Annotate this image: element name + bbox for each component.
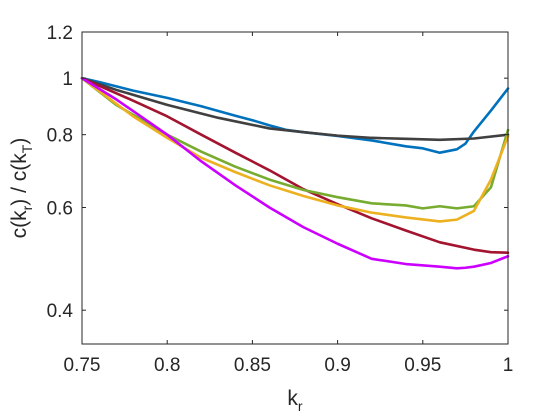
- series-line-3: [80, 76, 510, 254]
- y-tick-label-5: 1.2: [47, 23, 73, 44]
- x-tick-label-2: 0.8: [154, 355, 180, 376]
- y-axis-title: c(kr) / c(kT): [8, 138, 35, 239]
- y-tick-label-2: 0.6: [47, 199, 73, 220]
- x-tick-label-5: 0.95: [404, 355, 441, 376]
- x-axis-title: kr: [287, 387, 303, 414]
- x-tick-label-6: 1: [503, 355, 514, 376]
- series-layer: [80, 76, 510, 270]
- y-tick-label-4: 1: [62, 69, 73, 90]
- series-line-2: [80, 76, 510, 142]
- axes-box: [81, 31, 509, 345]
- series-line-6: [80, 76, 510, 270]
- x-tick-label-4: 0.9: [324, 355, 350, 376]
- y-tick-label-1: 0.4: [47, 301, 74, 322]
- ticks-layer: 0.75 0.8 0.85 0.9 0.95 1 0.4 0.6 0.8 1 1.2: [47, 23, 514, 376]
- series-line-4: [80, 76, 510, 210]
- y-tick-label-3: 0.8: [47, 126, 73, 147]
- x-tick-label-1: 0.75: [64, 355, 101, 376]
- x-tick-label-3: 0.85: [234, 355, 271, 376]
